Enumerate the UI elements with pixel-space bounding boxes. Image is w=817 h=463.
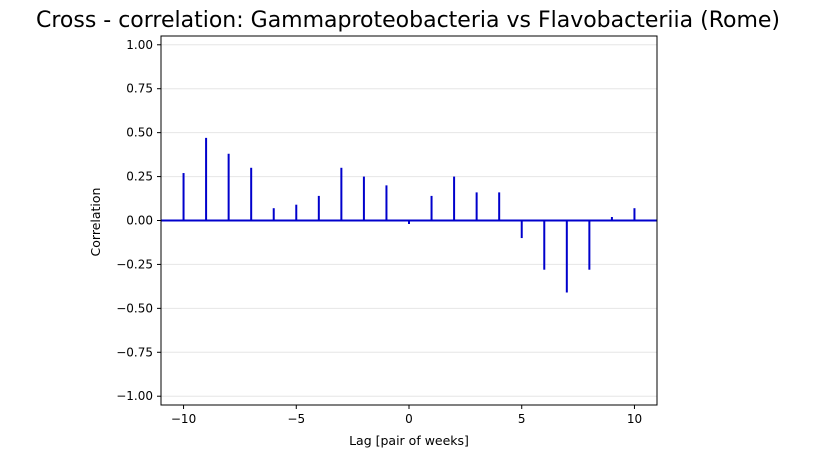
y-tick-label: −0.75 — [116, 345, 153, 359]
x-tick-label: −5 — [287, 412, 305, 426]
bars-layer — [182, 137, 636, 293]
y-axis-ticks: 1.00 0.75 0.50 0.25 0.00 −0.25 −0.50 −0.75 −1.00 — [116, 38, 161, 403]
y-tick-label: 1.00 — [126, 38, 153, 52]
y-axis-label: Correlation — [88, 188, 103, 257]
y-tick-label: 0.75 — [126, 82, 153, 96]
x-tick-label: 0 — [405, 412, 413, 426]
x-tick-label: 10 — [627, 412, 642, 426]
y-tick-label: −0.25 — [116, 257, 153, 271]
y-tick-label: 0.00 — [126, 214, 153, 228]
x-axis-label: Lag [pair of weeks] — [349, 433, 469, 448]
y-tick-label: 0.50 — [126, 126, 153, 140]
chart-title: Cross - correlation: Gammaproteobacteria… — [36, 8, 780, 33]
y-tick-label: −0.50 — [116, 301, 153, 315]
y-tick-label: −1.00 — [116, 389, 153, 403]
x-tick-label: 5 — [518, 412, 526, 426]
x-axis-ticks: −10 −5 0 5 10 — [171, 405, 642, 426]
y-tick-label: 0.25 — [126, 170, 153, 184]
x-tick-label: −10 — [171, 412, 196, 426]
